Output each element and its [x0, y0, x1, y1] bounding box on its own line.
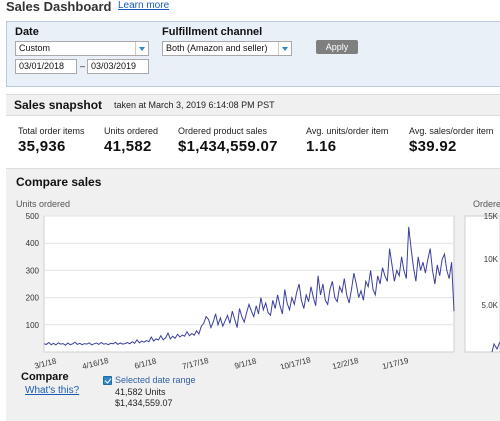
- compare-sales-title: Compare sales: [16, 175, 102, 189]
- selected-units-total: 41,582 Units: [115, 387, 166, 397]
- metric-avg-sales-per-order-item: Avg. sales/order item $39.92: [409, 126, 493, 155]
- chevron-down-icon: [278, 42, 291, 55]
- metric-label: Avg. sales/order item: [409, 126, 494, 136]
- metric-avg-units-per-order-item: Avg. units/order item 1.16: [306, 126, 388, 155]
- y-tick-label: 300: [26, 266, 40, 275]
- end-date-input[interactable]: 03/03/2019: [87, 59, 149, 74]
- units-chart-title: Units ordered: [16, 199, 71, 209]
- metric-label: Total order items: [18, 126, 85, 136]
- compare-sales-charts: Units ordered Ordere 100 200 300 400 500 3/1/…: [6, 194, 500, 421]
- y-tick-label: 100: [26, 321, 40, 330]
- filter-panel: Date Custom 03/01/2018 – 03/03/2019 Fulf…: [6, 21, 500, 87]
- fulfillment-channel-label: Fulfillment channel: [162, 26, 263, 38]
- start-date-input[interactable]: 03/01/2018: [15, 59, 77, 74]
- metric-value: 1.16: [306, 138, 337, 155]
- sales-plot-background: [464, 215, 500, 353]
- metric-value: $39.92: [409, 138, 457, 155]
- date-label: Date: [15, 26, 39, 38]
- metric-value: $1,434,559.07: [178, 138, 278, 155]
- page-header: Sales Dashboard Learn more: [0, 0, 500, 20]
- sales-y-tick-label: 10K: [484, 255, 499, 264]
- page-title: Sales Dashboard: [6, 0, 112, 14]
- metric-label: Units ordered: [104, 126, 159, 136]
- chevron-down-icon: [135, 42, 148, 55]
- date-separator: –: [80, 61, 86, 71]
- sales-series-line: [491, 341, 500, 353]
- units-plot-background: [43, 215, 455, 353]
- metric-label: Avg. units/order item: [306, 126, 389, 136]
- selected-date-range-label: Selected date range: [115, 375, 196, 385]
- selected-sales-total: $1,434,559.07: [115, 398, 173, 408]
- compare-legend: Compare What's this? Selected date range…: [6, 368, 500, 421]
- metric-total-order-items: Total order items 35,936: [18, 126, 85, 155]
- metric-value: 35,936: [18, 138, 66, 155]
- date-range-select[interactable]: Custom: [15, 41, 149, 56]
- x-tick-label: 3/1/18: [34, 356, 58, 369]
- metric-units-ordered: Units ordered 41,582: [104, 126, 158, 155]
- sales-chart-title: Ordere: [473, 199, 500, 209]
- metric-value: 41,582: [104, 138, 152, 155]
- y-tick-label: 500: [26, 212, 40, 221]
- learn-more-link[interactable]: Learn more: [118, 0, 170, 11]
- metric-ordered-product-sales: Ordered product sales $1,434,559.07: [178, 126, 278, 155]
- metric-label: Ordered product sales: [178, 126, 268, 136]
- sales-snapshot-header: Sales snapshot taken at March 3, 2019 6:…: [6, 94, 500, 116]
- x-tick-label: 9/1/18: [234, 356, 258, 369]
- compare-sales-header: Compare sales: [6, 168, 500, 194]
- y-tick-label: 400: [26, 239, 40, 248]
- sales-snapshot-timestamp: taken at March 3, 2019 6:14:08 PM PST: [114, 100, 275, 110]
- x-tick-label: 10/17/18: [279, 355, 312, 369]
- compare-legend-title: Compare: [21, 371, 69, 383]
- sales-y-tick-label: 5.0K: [482, 301, 499, 310]
- y-tick-label: 200: [26, 294, 40, 303]
- sales-snapshot-title: Sales snapshot: [14, 98, 103, 112]
- selected-date-range-checkbox[interactable]: [103, 376, 112, 385]
- fulfillment-channel-select-value: Both (Amazon and seller): [166, 43, 268, 53]
- apply-button[interactable]: Apply: [316, 40, 358, 54]
- date-range-select-value: Custom: [19, 43, 51, 53]
- units-ordered-series-line: [43, 226, 455, 346]
- x-tick-label: 6/1/18: [134, 356, 158, 369]
- fulfillment-channel-select[interactable]: Both (Amazon and seller): [162, 41, 292, 56]
- sales-y-tick-label: 15K: [484, 212, 499, 221]
- whats-this-link[interactable]: What's this?: [25, 385, 80, 396]
